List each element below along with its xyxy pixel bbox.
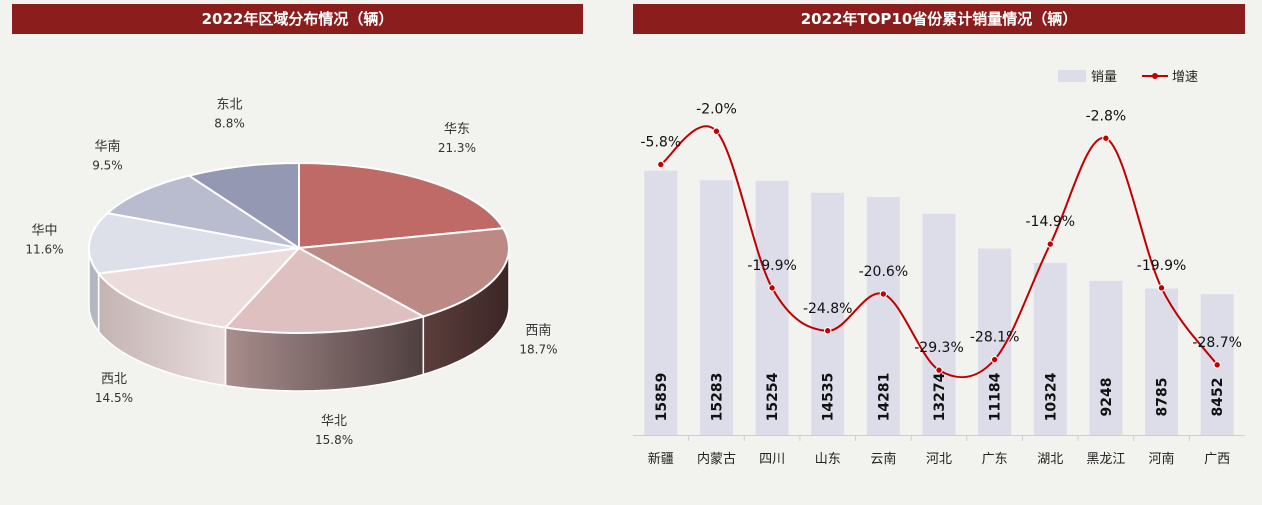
growth-point	[1046, 240, 1054, 248]
bar-黑龙江	[1089, 280, 1123, 435]
bar-内蒙古	[699, 180, 733, 435]
growth-label: -19.9%	[747, 258, 797, 274]
growth-point	[935, 366, 943, 374]
growth-label: -5.8%	[641, 135, 682, 151]
legend-label-bar: 销量	[1091, 70, 1117, 85]
bar-value-label: 11184	[988, 372, 1004, 421]
pie-label: 华南	[94, 139, 120, 155]
bar-value-label: 14535	[821, 373, 837, 422]
bar-新疆	[644, 170, 678, 435]
pie-pct-label: 9.5%	[92, 159, 123, 173]
pie-pct-label: 8.8%	[214, 116, 245, 130]
pie-slice-东北	[186, 161, 300, 250]
x-tick-label: 山东	[815, 452, 841, 467]
pie-label: 华东	[444, 122, 470, 137]
legend-swatch-bar	[1058, 70, 1086, 82]
bar-value-label: 10324	[1043, 372, 1059, 421]
growth-point	[768, 284, 776, 292]
pie-label: 西北	[101, 372, 127, 387]
pie-pct-label: 15.8%	[315, 433, 353, 447]
bar-河北	[922, 213, 956, 435]
pie-label: 西南	[525, 323, 551, 339]
x-tick-label: 新疆	[648, 451, 674, 467]
bar-四川	[755, 180, 789, 435]
bar-河南	[1145, 288, 1179, 435]
growth-point	[879, 290, 888, 298]
x-tick-label: 黑龙江	[1086, 452, 1125, 467]
growth-point	[1213, 361, 1221, 369]
growth-point	[1157, 284, 1166, 292]
bar-云南	[866, 196, 900, 435]
bar-value-label: 13274	[932, 372, 948, 421]
pie-label: 华北	[321, 414, 347, 429]
growth-label: -24.8%	[803, 301, 853, 317]
pie-panel-title: 2022年区域分布情况（辆）	[12, 4, 583, 34]
bar-山东	[811, 192, 845, 435]
bar-panel-title: 2022年TOP10省份累计销量情况（辆）	[633, 4, 1245, 34]
pie-slice-华中	[88, 212, 300, 275]
bar-value-label: 9248	[1099, 378, 1115, 417]
growth-label: -28.7%	[1192, 335, 1242, 351]
bar-line-chart: 新疆 15859 内蒙古 15283 四川 15254 山东 14535 云南 14281 河北 13…	[633, 70, 1245, 467]
pie-slice-华南	[105, 174, 300, 249]
x-tick-label: 内蒙古	[697, 451, 736, 467]
pie-pct-label: 14.5%	[95, 391, 133, 405]
growth-point	[824, 327, 832, 335]
pie-slice-华东	[298, 161, 505, 250]
x-tick-label: 河北	[926, 452, 952, 467]
growth-label: -2.8%	[1086, 108, 1127, 124]
bar-value-label: 15859	[654, 373, 670, 422]
pie-pct-label: 18.7%	[519, 343, 557, 357]
bar-value-label: 15283	[709, 373, 725, 422]
growth-label: -14.9%	[1026, 214, 1076, 230]
growth-point	[712, 127, 721, 135]
pie-pct-label: 21.3%	[438, 141, 476, 155]
x-tick-label: 广西	[1204, 452, 1230, 467]
bar-value-label: 14281	[876, 373, 892, 422]
x-tick-label: 广东	[982, 452, 1008, 467]
pie-slice-华北	[223, 246, 426, 334]
growth-label: -19.9%	[1137, 258, 1187, 274]
legend-label-line: 增速	[1172, 70, 1198, 85]
growth-label: -20.6%	[859, 264, 909, 280]
bar-value-label: 15254	[765, 372, 781, 421]
growth-label: -2.0%	[696, 101, 737, 117]
bar-湖北	[1033, 262, 1067, 435]
bar-value-label: 8452	[1210, 378, 1226, 417]
x-tick-label: 云南	[870, 451, 896, 467]
x-tick-label: 四川	[759, 452, 785, 467]
growth-label: -29.3%	[914, 340, 964, 356]
growth-label: -28.1%	[970, 330, 1020, 346]
growth-point	[657, 160, 665, 169]
pie-slice-西南	[295, 227, 510, 318]
pie-pct-label: 11.6%	[25, 243, 63, 257]
growth-point	[990, 355, 999, 364]
legend-swatch-marker	[1152, 73, 1158, 79]
x-tick-label: 湖北	[1037, 452, 1063, 467]
pie-chart: 华东 21.3% 西南 18.7% 华北 15.8% 西北 14.5% 华中 11.6% 华南 9.5…	[25, 97, 557, 447]
pie-label: 华中	[31, 224, 57, 239]
bar-value-label: 8785	[1155, 378, 1171, 417]
pie-label: 东北	[217, 97, 243, 112]
growth-point	[1102, 134, 1110, 142]
x-tick-label: 河南	[1149, 451, 1175, 467]
